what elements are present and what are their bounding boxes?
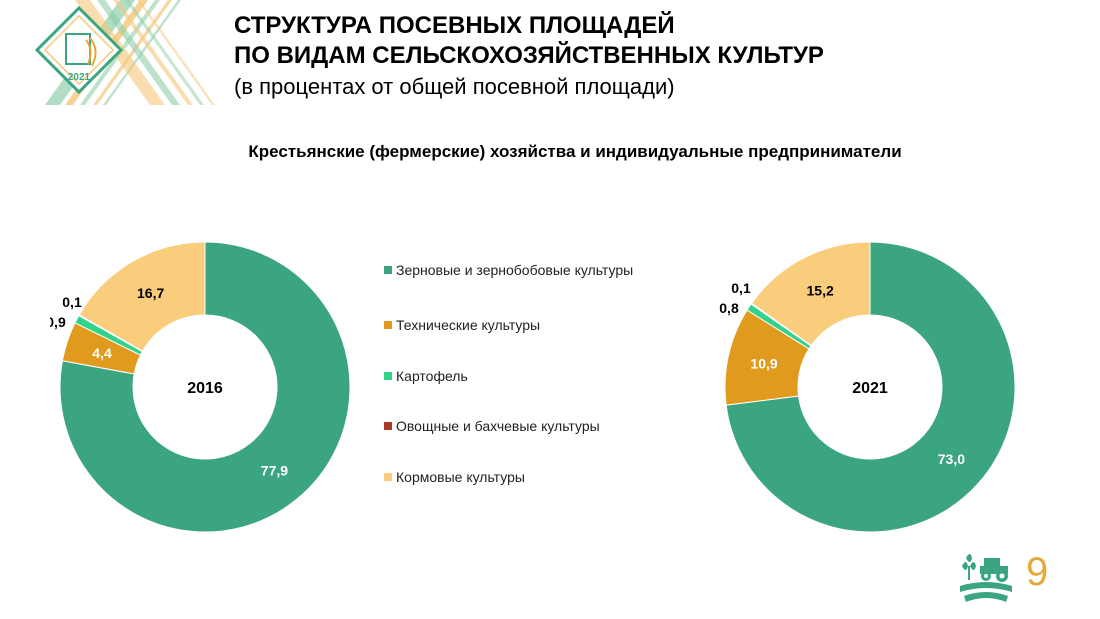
chart-title: Крестьянские (фермерские) хозяйства и ин… [248, 142, 902, 161]
logo-year: 2021 [68, 72, 91, 83]
center-label-2021: 2021 [852, 380, 888, 397]
donut-chart-2016: 77,9 4,4 0,9 0,1 16,7 2016 [50, 241, 351, 533]
legend-item-technical: Технические культуры [384, 317, 540, 333]
data-label-vegetables-2016: 0,1 [62, 294, 82, 310]
data-label-grain-2021: 73,0 [938, 451, 965, 467]
logo-badge: 2021 [34, 5, 124, 95]
data-label-forage-2016: 16,7 [137, 285, 164, 301]
slice-forage-2021 [750, 241, 871, 347]
document-icon [65, 33, 91, 65]
legend-label-vegetables: Овощные и бахчевые культуры [396, 418, 600, 434]
data-label-vegetables-2021: 0,1 [731, 280, 751, 296]
slice-grain-2016 [59, 241, 351, 533]
data-label-technical-2016: 4,4 [92, 345, 112, 361]
legend-label-potato: Картофель [396, 368, 468, 384]
legend-swatch-vegetables [384, 422, 392, 431]
legend-label-grain: Зерновые и зернобобовые культуры [396, 262, 634, 278]
legend-item-forage: Кормовые культуры [384, 469, 525, 485]
slice-grain-2021 [725, 241, 1016, 533]
page-title-line1: СТРУКТУРА ПОСЕВНЫХ ПЛОЩАДЕЙ [234, 12, 675, 39]
data-label-forage-2021: 15,2 [807, 283, 834, 299]
page-subtitle: (в процентах от общей посевной площади) [234, 74, 675, 99]
legend-swatch-technical [384, 321, 392, 330]
legend-swatch-forage [384, 473, 392, 482]
census-logo: 2021 [34, 0, 215, 105]
legend-item-vegetables: Овощные и бахчевые культуры [384, 418, 600, 434]
data-label-grain-2016: 77,9 [261, 462, 288, 478]
data-label-potato-2021: 0,8 [719, 300, 739, 316]
legend-swatch-grain [384, 266, 392, 275]
data-label-technical-2021: 10,9 [750, 356, 777, 372]
farm-tractor-icon [960, 554, 1012, 602]
page-number: 9 [1026, 550, 1049, 594]
donut-chart-2021: 73,0 10,9 0,8 0,1 15,2 2021 [719, 241, 1016, 533]
legend-label-forage: Кормовые культуры [396, 469, 525, 485]
legend-swatch-potato [384, 372, 392, 381]
wheat-icon [85, 37, 97, 67]
legend-label-technical: Технические культуры [396, 317, 541, 333]
slice-forage-2016 [78, 241, 206, 352]
legend-item-potato: Картофель [384, 368, 468, 384]
center-label-2016: 2016 [187, 380, 223, 397]
page-title-line2: ПО ВИДАМ СЕЛЬСКОХОЗЯЙСТВЕННЫХ КУЛЬТУР [234, 42, 824, 69]
data-label-potato-2016: 0,9 [50, 314, 66, 330]
legend-item-grain: Зерновые и зернобобовые культуры [384, 262, 633, 278]
